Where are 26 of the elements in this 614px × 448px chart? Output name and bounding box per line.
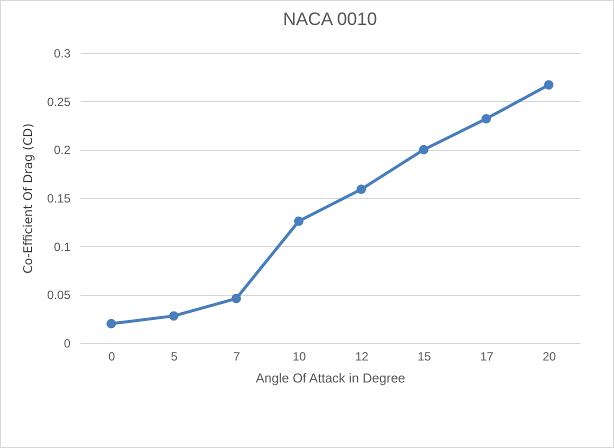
- x-tick-label: 12: [355, 350, 369, 364]
- y-tick-label: 0.2: [54, 143, 71, 158]
- point: [232, 294, 241, 304]
- y-tick-label: 0.3: [54, 46, 71, 60]
- point: [294, 216, 304, 226]
- y-tick-label: 0.05: [47, 288, 71, 302]
- y-tick-label: 0.1: [54, 240, 71, 254]
- chart-title: NACA 0010: [282, 9, 378, 29]
- x-tick-label: 10: [292, 350, 306, 364]
- x-tick-label: 20: [542, 350, 556, 364]
- point: [169, 311, 178, 321]
- y-axis-title: Co-Efficient Of Drag (CD): [21, 123, 36, 274]
- x-tick-label: 17: [480, 350, 494, 364]
- point: [356, 184, 366, 194]
- y-tick-label: 0.25: [47, 94, 71, 109]
- x-axis-title: Angle Of Attack in Degree: [256, 370, 406, 386]
- y-tick-label: 0.15: [47, 192, 71, 206]
- y-tick-label: 0: [64, 336, 71, 350]
- x-tick-label: 0: [108, 350, 116, 364]
- x-tick-label: 5: [170, 350, 178, 364]
- point: [544, 80, 554, 90]
- point: [106, 318, 116, 328]
- x-tick-label: 15: [418, 350, 432, 364]
- point: [482, 114, 491, 124]
- point: [419, 144, 428, 154]
- x-tick-label: 7: [233, 350, 240, 364]
